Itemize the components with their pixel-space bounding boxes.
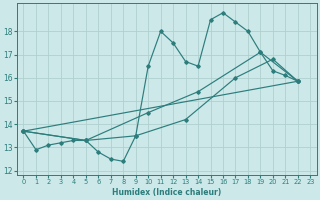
X-axis label: Humidex (Indice chaleur): Humidex (Indice chaleur) [112, 188, 221, 197]
